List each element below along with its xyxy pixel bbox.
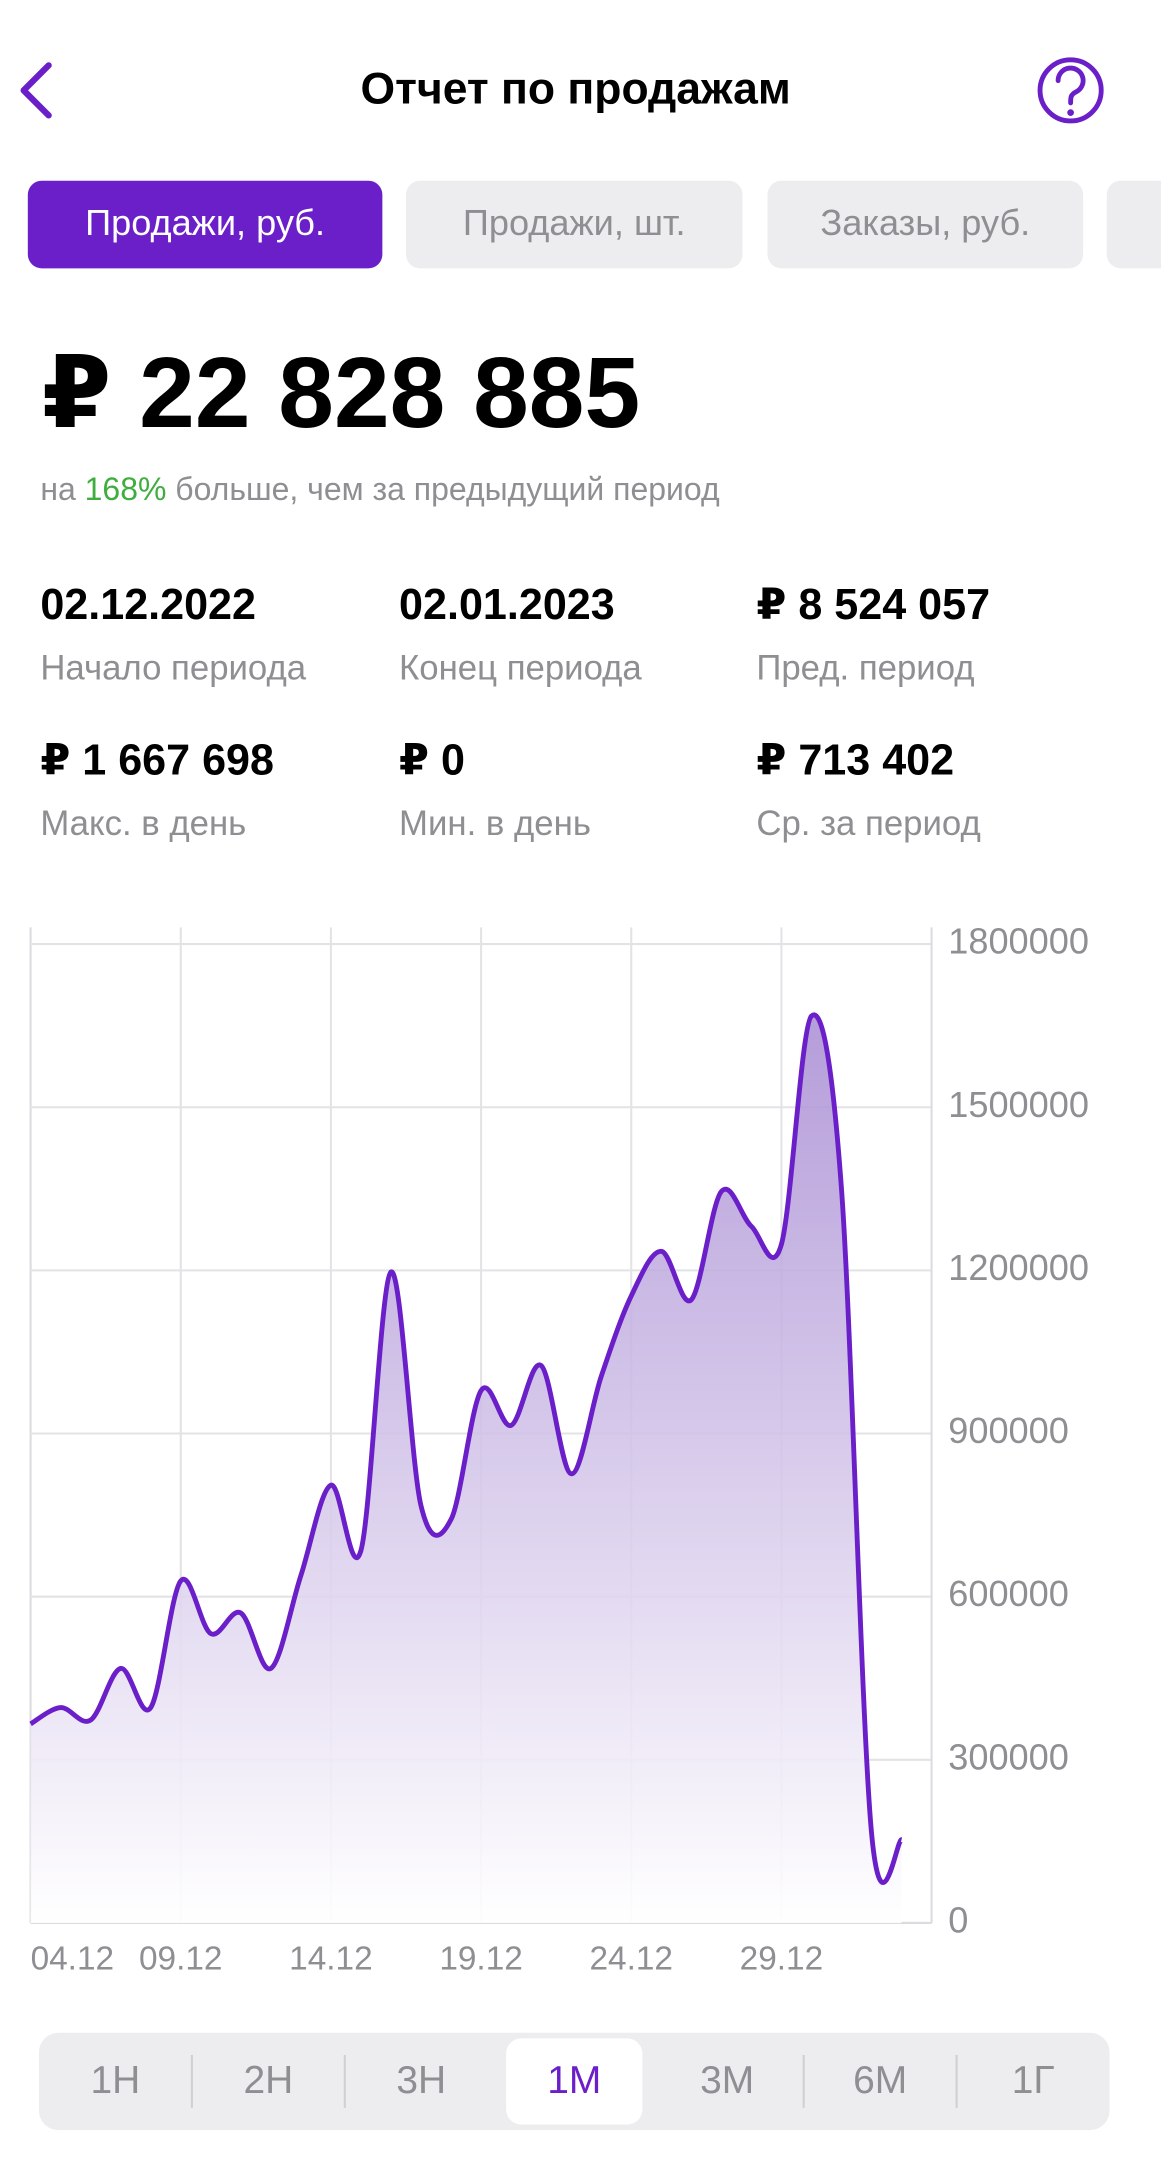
y-tick-label: 0	[948, 1899, 968, 1940]
tabs: Продажи, руб. Продажи, шт. Заказы, руб. Зак…	[27, 180, 1161, 269]
chart: 0 300000 600000 900000 1200000 1500000 1800000…	[29, 921, 1089, 1977]
period-option[interactable]: 2Н	[243, 2059, 293, 2102]
help-icon	[1055, 65, 1086, 106]
tab-background	[406, 180, 743, 269]
period-option[interactable]: 1М	[506, 2038, 643, 2125]
x-tick-label: 29.12	[740, 1940, 823, 1977]
y-tick-label: 1200000	[948, 1247, 1089, 1288]
stat-value: ₽ 1 667 698	[40, 737, 274, 785]
x-tick-label: 14.12	[289, 1940, 372, 1977]
x-tick-label: 09.12	[139, 1940, 222, 1977]
tab-background	[27, 180, 383, 269]
stat-value: ₽ 0	[399, 737, 465, 785]
back-button[interactable]	[20, 62, 52, 119]
line	[29, 1012, 904, 1885]
y-tick-label: 1800000	[948, 921, 1089, 962]
stat-label: Мин. в день	[399, 805, 591, 843]
tab-label: Заказы, руб.	[820, 202, 1030, 243]
x-tick-label: 19.12	[439, 1940, 522, 1977]
tab[interactable]: Заказы, руб.	[767, 180, 1084, 269]
period-label: 1Г	[1012, 2059, 1055, 2102]
stat-value: ₽ 8 524 057	[756, 581, 990, 629]
help-circle	[1037, 57, 1104, 124]
x-tick-label: 24.12	[590, 1940, 673, 1977]
tab[interactable]: Продажи, руб.	[27, 180, 383, 269]
period-option[interactable]: 1Г	[1012, 2059, 1055, 2102]
period-option[interactable]: 3М	[700, 2059, 754, 2102]
period-label: 3М	[700, 2059, 754, 2102]
tab-label: Продажи, шт.	[463, 202, 686, 243]
tab-label: Продажи, руб.	[85, 202, 325, 243]
stat-label: Начало периода	[40, 649, 306, 687]
tab-background	[767, 180, 1084, 269]
period-label: 1М	[547, 2059, 601, 2102]
total-change: на 168% больше, чем за предыдущий период	[40, 472, 720, 508]
period-label: 1Н	[91, 2059, 141, 2102]
selected-option	[506, 2038, 643, 2125]
screen-title: Отчет по продажам	[361, 65, 791, 114]
y-tick-label: 900000	[948, 1410, 1069, 1451]
stat-value: 02.12.2022	[40, 581, 256, 629]
period-option[interactable]: 3Н	[396, 2059, 446, 2102]
y-tick-label: 600000	[948, 1573, 1069, 1614]
period-label: 6М	[853, 2059, 907, 2102]
stat-label: Пред. период	[756, 649, 974, 687]
period-selector: 1Н 2Н 3Н 1М 3М 6М 1Г	[38, 2032, 1110, 2131]
period-option[interactable]: 6М	[853, 2059, 907, 2102]
period-option[interactable]: 1Н	[91, 2059, 141, 2102]
change-prefix: на	[40, 472, 76, 508]
change-suffix: больше, чем за предыдущий период	[175, 472, 720, 508]
stat-value: ₽ 713 402	[756, 737, 954, 785]
help-button[interactable]	[1037, 57, 1104, 124]
change-percent: 168%	[85, 472, 167, 508]
tab[interactable]: Заказы, шт.	[1106, 180, 1161, 269]
stat-label: Ср. за период	[756, 805, 980, 843]
tab-background	[1106, 180, 1161, 269]
y-tick-label: 300000	[948, 1736, 1069, 1777]
help-dot	[1067, 109, 1074, 116]
x-tick-label: 04.12	[31, 1940, 114, 1977]
stat-value: 02.01.2023	[399, 581, 615, 629]
stat-label: Макс. в день	[40, 805, 246, 843]
area-fill	[30, 1014, 902, 1923]
tab[interactable]: Продажи, шт.	[406, 180, 743, 269]
stats: 02.12.2022 Начало периода 02.01.2023 Конец …	[40, 581, 990, 843]
period-label: 2Н	[243, 2059, 293, 2102]
period-label: 3Н	[396, 2059, 446, 2102]
stat-label: Конец периода	[399, 649, 642, 687]
y-tick-label: 1500000	[948, 1084, 1089, 1125]
total-value: ₽ 22 828 885	[42, 337, 640, 449]
